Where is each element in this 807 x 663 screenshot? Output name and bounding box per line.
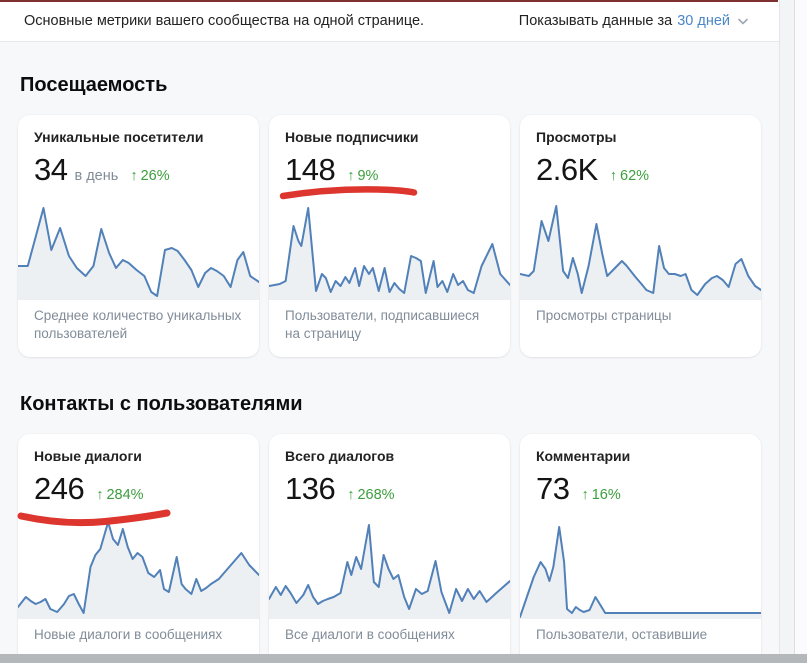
growth-up-arrow-icon: ↑ (609, 168, 618, 184)
window-top-edge-line (0, 0, 778, 2)
card-caption: Все диалоги в сообщениях (285, 627, 455, 642)
growth-badge: ↑ 62% (610, 168, 649, 184)
growth-badge: ↑ 26% (130, 168, 169, 184)
growth-badge: ↑ 268% (347, 487, 394, 503)
metric-value: 73 (536, 471, 570, 506)
metric-value: 246 (34, 471, 85, 506)
card-value-row: 73 ↑ 16% (520, 471, 761, 507)
metric-value: 136 (285, 471, 336, 506)
growth-percent: 16% (591, 487, 621, 503)
growth-percent: 62% (620, 168, 650, 184)
growth-percent: 284% (106, 487, 144, 503)
sparkline-chart (520, 196, 761, 300)
card-caption: Среднее количество уникальных пользовате… (34, 308, 242, 341)
card-value-row: 136 ↑ 268% (269, 471, 510, 507)
card-value-row: 148 ↑ 9% (269, 152, 510, 188)
growth-up-arrow-icon: ↑ (347, 168, 355, 184)
card-title: Просмотры (536, 129, 617, 145)
growth-up-arrow-icon: ↑ (96, 487, 104, 503)
card-caption: Просмотры страницы (536, 308, 672, 323)
card-title: Новые подписчики (285, 129, 419, 145)
sparkline-chart (269, 196, 510, 300)
sparkline-chart (269, 515, 510, 619)
cards-row-contacts: Новые диалоги 246 ↑ 284% Новые диалоги в … (18, 434, 761, 663)
sparkline-chart (520, 515, 761, 619)
metric-value: 34 (34, 152, 68, 187)
card-title: Уникальные посетители (34, 129, 204, 145)
card-caption: Новые диалоги в сообщениях (34, 627, 223, 642)
card-title: Новые диалоги (34, 448, 142, 464)
card-value-row: 34 в день ↑ 26% (18, 152, 259, 188)
growth-percent: 9% (357, 168, 379, 184)
vertical-scrollbar-track[interactable] (794, 0, 807, 663)
cards-row-visits: Уникальные посетители 34 в день ↑ 26% Сре… (18, 115, 761, 357)
right-gutter (779, 0, 807, 663)
growth-up-arrow-icon: ↑ (581, 487, 589, 503)
chevron-down-icon (737, 15, 749, 27)
card-new-subscribers[interactable]: Новые подписчики 148 ↑ 9% Пользователи, п… (269, 115, 510, 357)
dashboard-body: Посещаемость Уникальные посетители 34 в … (0, 74, 779, 663)
growth-percent: 26% (140, 168, 170, 184)
horizontal-scrollbar[interactable] (0, 654, 807, 663)
growth-percent: 268% (357, 487, 395, 503)
card-views[interactable]: Просмотры 2.6K ↑ 62% Просмотры страницы (520, 115, 761, 357)
card-value-row: 2.6K ↑ 62% (520, 152, 761, 188)
card-value-row: 246 ↑ 284% (18, 471, 259, 507)
sparkline-chart (18, 515, 259, 619)
metric-value: 148 (285, 152, 336, 187)
growth-badge: ↑ 9% (347, 168, 378, 184)
period-value-link[interactable]: 30 дней (677, 12, 730, 29)
period-selector[interactable]: Показывать данные за 30 дней (519, 13, 749, 29)
period-label: Показывать данные за (518, 12, 673, 29)
card-title: Всего диалогов (285, 448, 395, 464)
growth-badge: ↑ 16% (581, 487, 620, 503)
sparkline-chart (18, 196, 259, 300)
card-title: Комментарии (536, 448, 631, 464)
section-title-visits: Посещаемость (20, 74, 168, 96)
metric-value: 2.6K (536, 152, 598, 187)
card-comments[interactable]: Комментарии 73 ↑ 16% Пользователи, остави… (520, 434, 761, 663)
card-caption: Пользователи, подписавшиеся на страницу (285, 308, 480, 341)
card-caption: Пользователи, оставившие (536, 627, 708, 642)
metric-unit: в день (74, 168, 119, 184)
dashboard-topbar: Основные метрики вашего сообщества на од… (0, 0, 779, 42)
card-unique-visitors[interactable]: Уникальные посетители 34 в день ↑ 26% Сре… (18, 115, 259, 357)
card-total-dialogs[interactable]: Всего диалогов 136 ↑ 268% Все диалоги в с… (269, 434, 510, 663)
growth-badge: ↑ 284% (96, 487, 143, 503)
dashboard-subtitle: Основные метрики вашего сообщества на од… (24, 12, 425, 29)
card-new-dialogs[interactable]: Новые диалоги 246 ↑ 284% Новые диалоги в … (18, 434, 259, 663)
growth-up-arrow-icon: ↑ (347, 487, 355, 503)
growth-up-arrow-icon: ↑ (130, 168, 138, 184)
section-title-contacts: Контакты с пользователями (20, 393, 303, 415)
